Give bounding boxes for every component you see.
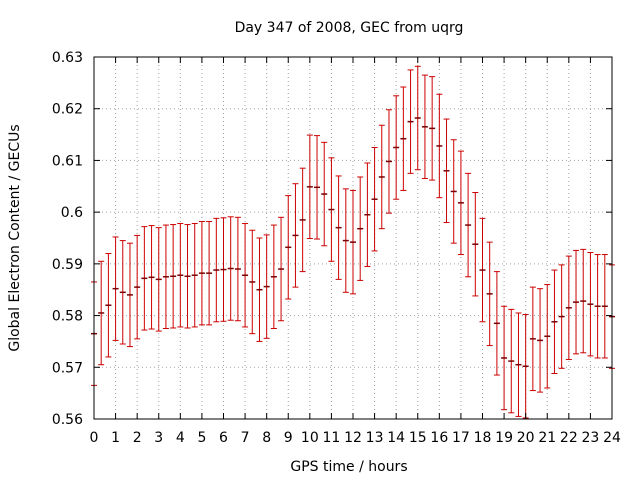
y-tick-label: 0.59 [52, 257, 83, 273]
y-tick-label: 0.62 [52, 102, 83, 118]
x-tick-label: 1 [111, 430, 120, 446]
x-tick-label: 5 [197, 430, 206, 446]
x-tick-label: 6 [219, 430, 228, 446]
y-tick-label: 0.56 [52, 412, 83, 428]
y-tick-label: 0.57 [52, 360, 83, 376]
y-tick-label: 0.61 [52, 153, 83, 169]
x-tick-label: 9 [284, 430, 293, 446]
x-tick-label: 23 [582, 430, 600, 446]
data-series [91, 65, 615, 419]
x-tick-label: 3 [154, 430, 163, 446]
x-axis-label: GPS time / hours [290, 459, 407, 475]
x-tick-labels: 0 1 2 3 4 5 6 7 8 9 10 11 12 13 14 15 16 17 18 19 20 21 22 23 24 [90, 430, 621, 446]
x-tick-label: 0 [90, 430, 99, 446]
axis-ticks [93, 56, 613, 420]
x-tick-label: 7 [241, 430, 250, 446]
x-tick-label: 22 [560, 430, 578, 446]
x-tick-label: 18 [474, 430, 492, 446]
chart-title: Day 347 of 2008, GEC from uqrg [235, 20, 464, 36]
x-tick-label: 24 [603, 430, 621, 446]
x-tick-label: 17 [452, 430, 470, 446]
x-tick-label: 12 [344, 430, 362, 446]
x-tick-label: 4 [176, 430, 185, 446]
y-axis-label: Global Electron Content / GECUs [7, 124, 23, 351]
x-tick-label: 19 [495, 430, 513, 446]
x-tick-label: 2 [133, 430, 142, 446]
x-tick-label: 20 [517, 430, 535, 446]
x-tick-label: 16 [430, 430, 448, 446]
x-tick-label: 8 [262, 430, 271, 446]
x-tick-label: 14 [387, 430, 405, 446]
x-tick-label: 13 [366, 430, 384, 446]
x-tick-label: 11 [323, 430, 341, 446]
x-tick-label: 10 [301, 430, 319, 446]
y-tick-label: 0.6 [61, 205, 83, 221]
y-tick-labels: 0.56 0.57 0.58 0.59 0.6 0.61 0.62 0.63 [52, 50, 83, 428]
y-tick-label: 0.58 [52, 309, 83, 325]
y-tick-label: 0.63 [52, 50, 83, 66]
x-tick-label: 21 [538, 430, 556, 446]
x-tick-label: 15 [409, 430, 427, 446]
